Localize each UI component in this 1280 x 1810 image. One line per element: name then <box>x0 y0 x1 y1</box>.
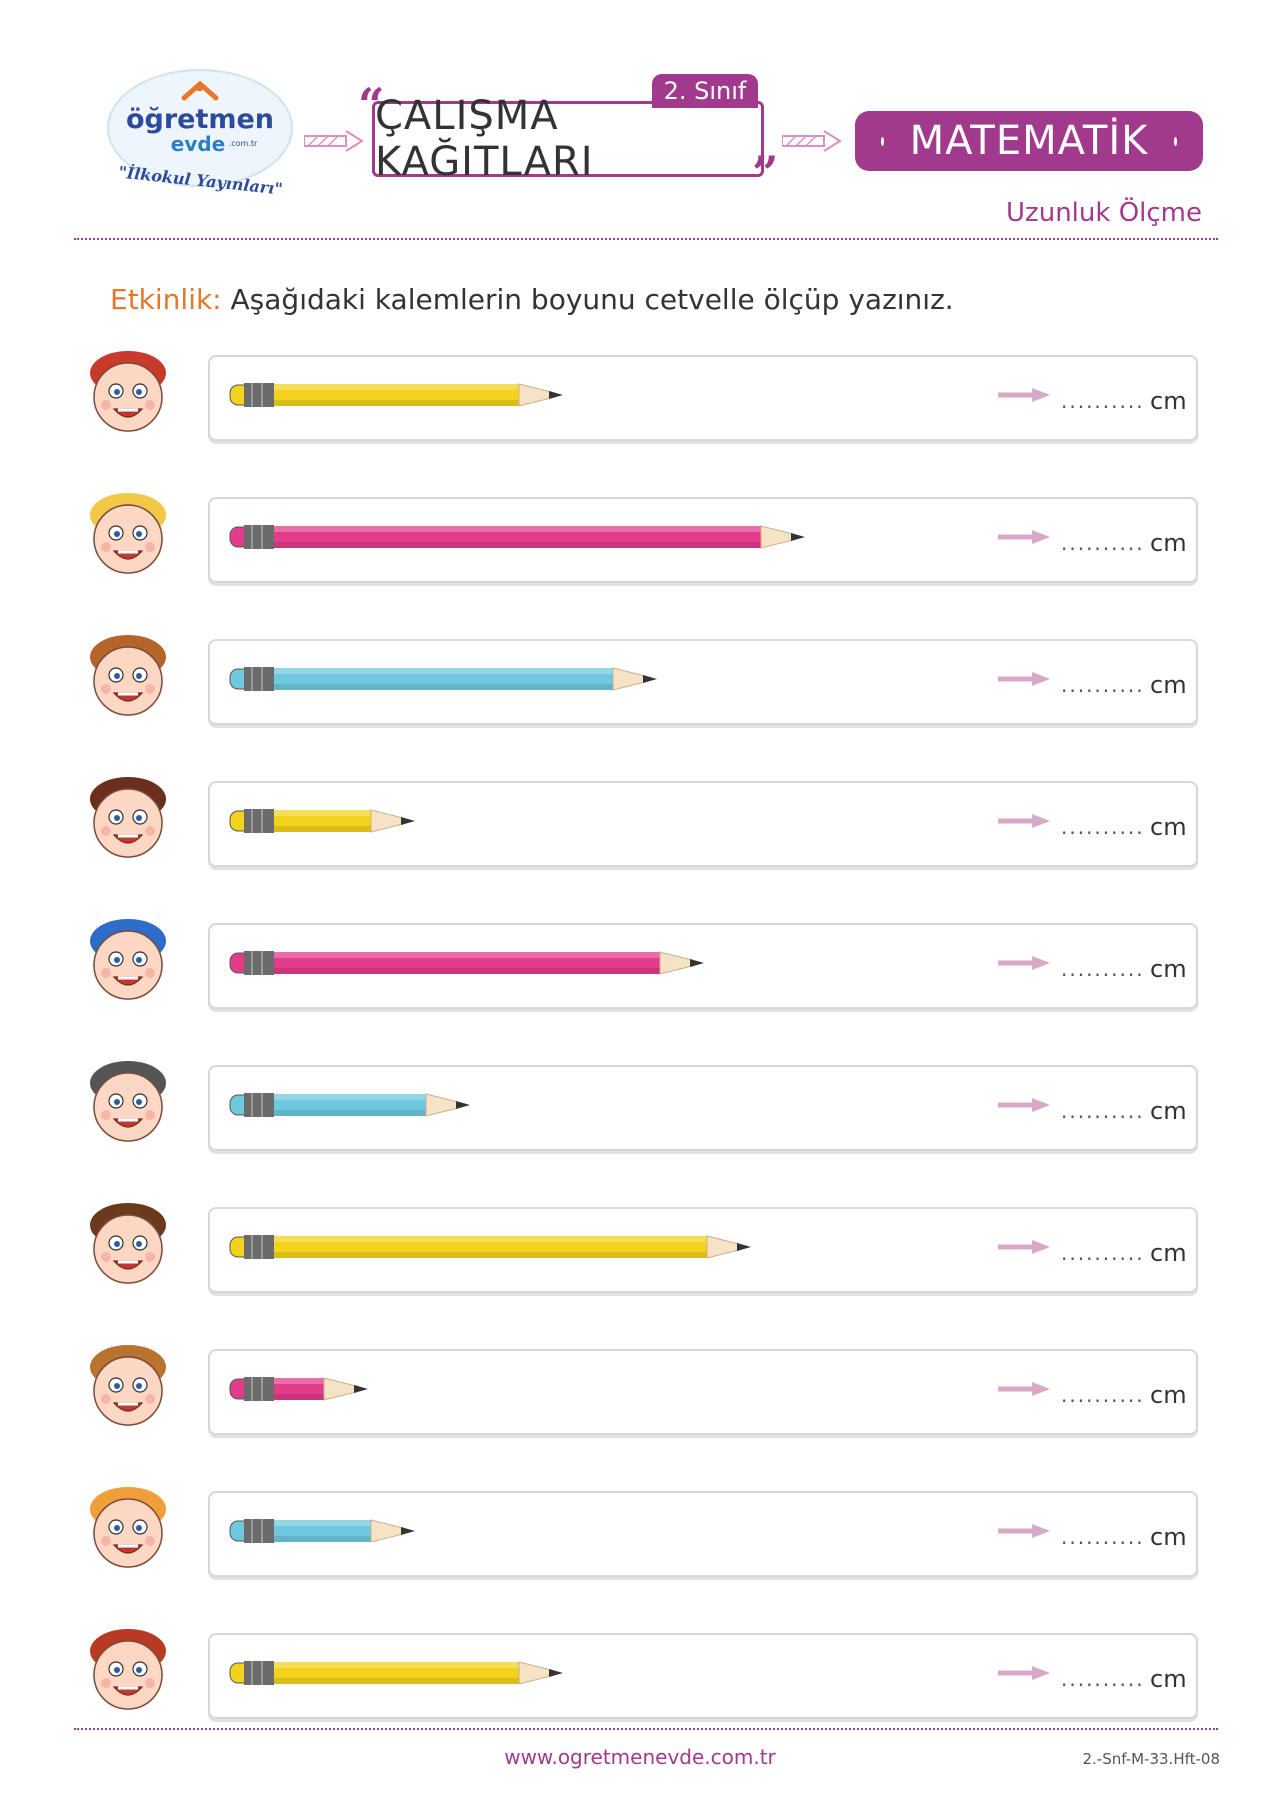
pencil-icon <box>228 943 704 983</box>
child-face-icon <box>78 1197 178 1297</box>
logo-sub-text: evde <box>171 132 225 156</box>
unit-label: cm <box>1150 387 1187 415</box>
pencil-icon <box>228 1653 563 1693</box>
footer-code: 2.-Snf-M-33.Hft-08 <box>1082 1750 1220 1768</box>
unit-label: cm <box>1150 1239 1187 1267</box>
pencil-icon <box>228 1227 751 1267</box>
footer-divider <box>74 1728 1218 1730</box>
exercise-row: .......... cm <box>78 345 1208 445</box>
exercise-row: .......... cm <box>78 487 1208 587</box>
unit-label: cm <box>1150 1381 1187 1409</box>
arrow-right-icon <box>304 130 364 152</box>
unit-label: cm <box>1150 1097 1187 1125</box>
page-title: ÇALIŞMA KAĞITLARI <box>375 93 594 185</box>
subject-label: MATEMATİK <box>909 118 1149 164</box>
unit-label: cm <box>1150 813 1187 841</box>
child-face-icon <box>78 629 178 729</box>
answer-field[interactable]: .......... <box>1061 531 1145 555</box>
dot-icon <box>881 136 884 146</box>
pencil-icon <box>228 1085 470 1125</box>
dot-icon <box>1174 136 1177 146</box>
open-quote-icon: “ <box>358 78 385 132</box>
child-face-icon <box>78 771 178 871</box>
arrow-right-icon <box>998 1665 1052 1681</box>
answer-field[interactable]: .......... <box>1061 1241 1145 1265</box>
answer-field[interactable]: .......... <box>1061 1383 1145 1407</box>
unit-label: cm <box>1150 955 1187 983</box>
answer-field[interactable]: .......... <box>1061 673 1145 697</box>
arrow-right-icon <box>998 1523 1052 1539</box>
header-divider <box>74 238 1218 240</box>
logo-main-text: öğretmen <box>126 104 274 135</box>
child-face-icon <box>78 345 178 445</box>
exercise-row: .......... cm <box>78 629 1208 729</box>
unit-label: cm <box>1150 1523 1187 1551</box>
pencil-icon <box>228 801 415 841</box>
arrow-right-icon <box>998 387 1052 403</box>
ogretmenevde-logo: öğretmen evde .com.tr "İlkokul Yayınları… <box>100 58 300 218</box>
arrow-right-icon <box>998 1097 1052 1113</box>
unit-label: cm <box>1150 529 1187 557</box>
pencil-icon <box>228 375 563 415</box>
instruction: Etkinlik: Aşağıdaki kalemlerin boyunu ce… <box>110 283 954 316</box>
arrow-right-icon <box>998 1381 1052 1397</box>
answer-field[interactable]: .......... <box>1061 389 1145 413</box>
measurement-box <box>208 1349 1198 1435</box>
child-face-icon <box>78 487 178 587</box>
exercise-row: .......... cm <box>78 1055 1208 1155</box>
arrow-right-icon <box>998 529 1052 545</box>
child-face-icon <box>78 1055 178 1155</box>
close-quote-icon: ” <box>752 146 779 200</box>
child-face-icon <box>78 1339 178 1439</box>
child-face-icon <box>78 913 178 1013</box>
exercise-row: .......... cm <box>78 1339 1208 1439</box>
answer-field[interactable]: .......... <box>1061 1667 1145 1691</box>
exercise-row: .......... cm <box>78 1623 1208 1723</box>
logo-domain-text: .com.tr <box>229 139 258 148</box>
answer-field[interactable]: .......... <box>1061 815 1145 839</box>
instruction-label: Etkinlik: <box>110 283 222 316</box>
pencil-icon <box>228 1369 368 1409</box>
footer-url: www.ogretmenevde.com.tr <box>504 1745 776 1769</box>
exercise-row: .......... cm <box>78 1481 1208 1581</box>
topic-label: Uzunluk Ölçme <box>1006 198 1202 228</box>
exercise-row: .......... cm <box>78 1197 1208 1297</box>
child-face-icon <box>78 1481 178 1581</box>
arrow-right-icon <box>998 813 1052 829</box>
arrow-right-icon <box>998 1239 1052 1255</box>
subject-pill: MATEMATİK <box>855 111 1203 171</box>
unit-label: cm <box>1150 1665 1187 1693</box>
answer-field[interactable]: .......... <box>1061 1099 1145 1123</box>
pencil-icon <box>228 517 805 557</box>
unit-label: cm <box>1150 671 1187 699</box>
exercise-row: .......... cm <box>78 913 1208 1013</box>
pencil-icon <box>228 1511 415 1551</box>
answer-field[interactable]: .......... <box>1061 1525 1145 1549</box>
arrow-right-icon <box>998 955 1052 971</box>
exercise-row: .......... cm <box>78 771 1208 871</box>
answer-field[interactable]: .......... <box>1061 957 1145 981</box>
arrow-right-icon <box>782 130 842 152</box>
child-face-icon <box>78 1623 178 1723</box>
pencil-icon <box>228 659 657 699</box>
title-box: ÇALIŞMA KAĞITLARI <box>372 93 764 185</box>
arrow-right-icon <box>998 671 1052 687</box>
instruction-text: Aşağıdaki kalemlerin boyunu cetvelle ölç… <box>230 283 954 316</box>
